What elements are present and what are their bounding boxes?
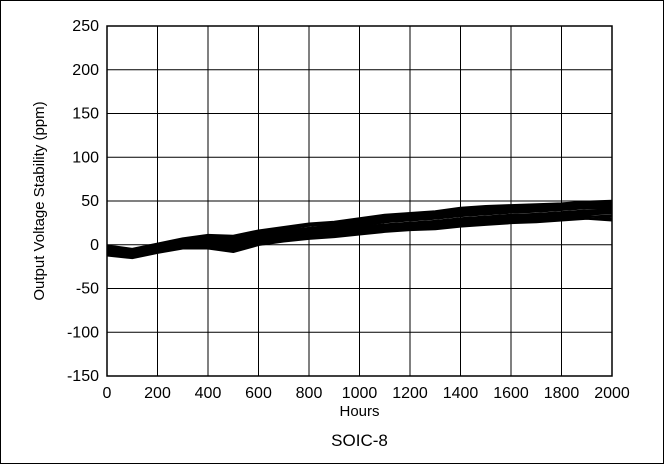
x-tick-label: 600 bbox=[245, 385, 272, 402]
x-tick-label: 1000 bbox=[342, 385, 378, 402]
y-tick-label: 150 bbox=[72, 106, 99, 123]
x-tick-labels: 0 200 400 600 800 1000 1200 1400 1600 1800 2000 bbox=[103, 385, 630, 402]
x-tick-label: 200 bbox=[144, 385, 171, 402]
y-axis-title: Output Voltage Stability (ppm) bbox=[31, 101, 48, 300]
x-tick-label: 2000 bbox=[594, 385, 630, 402]
y-tick-label: 250 bbox=[72, 18, 99, 35]
plot-area-border bbox=[106, 25, 613, 377]
series-lines bbox=[106, 199, 613, 260]
series-line-9 bbox=[106, 214, 613, 258]
x-tick-label: 0 bbox=[103, 385, 112, 402]
y-tick-label: 100 bbox=[72, 149, 99, 166]
x-axis-title: Hours bbox=[339, 403, 379, 420]
x-tick-label: 1800 bbox=[544, 385, 580, 402]
y-tick-label: -100 bbox=[67, 324, 99, 341]
x-tick-label: 400 bbox=[195, 385, 222, 402]
x-tick-label: 1600 bbox=[493, 385, 529, 402]
y-tick-label: -50 bbox=[76, 281, 99, 298]
series-line-12 bbox=[106, 204, 612, 254]
x-tick-label: 800 bbox=[296, 385, 323, 402]
x-tick-label: 1200 bbox=[392, 385, 428, 402]
y-tick-label: 200 bbox=[72, 62, 99, 79]
y-tick-label: 0 bbox=[90, 237, 99, 254]
series-line-11 bbox=[106, 217, 613, 260]
x-tick-label: 1400 bbox=[443, 385, 479, 402]
grid-lines bbox=[106, 25, 613, 377]
chart-caption: SOIC-8 bbox=[331, 431, 388, 450]
y-tick-label: -150 bbox=[67, 368, 99, 385]
y-tick-label: 50 bbox=[81, 193, 99, 210]
y-tick-labels: -150 -100 -50 0 50 100 150 200 250 bbox=[67, 18, 99, 385]
series-line-10 bbox=[106, 199, 613, 251]
series-line-8 bbox=[106, 210, 613, 256]
